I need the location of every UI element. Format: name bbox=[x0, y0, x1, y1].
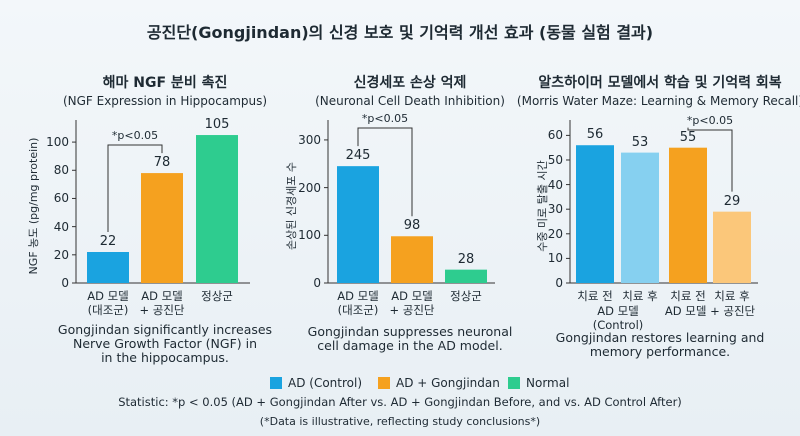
legend-swatch bbox=[378, 377, 390, 389]
y-axis-label: NGF 농도 (pg/mg protein) bbox=[27, 137, 40, 274]
page-title: 공진단(Gongjindan)의 신경 보호 및 기억력 개선 효과 (동물 실… bbox=[146, 23, 654, 42]
legend-swatch bbox=[508, 377, 520, 389]
bar bbox=[391, 236, 433, 283]
legend-label: Normal bbox=[526, 376, 570, 390]
y-tick-label: 0 bbox=[61, 276, 69, 290]
caption: Gongjindan restores learning and memory … bbox=[555, 330, 765, 359]
chart-subtitle: (Morris Water Maze: Learning & Memory Re… bbox=[516, 94, 800, 108]
y-tick-label: 20 bbox=[547, 226, 563, 241]
significance-bracket bbox=[107, 144, 163, 232]
chart-title: 해마 NGF 분비 촉진 bbox=[102, 75, 228, 91]
x-tick-label: 치료 전 bbox=[670, 289, 706, 303]
caption: Gongjindan suppresses neuronal cell dama… bbox=[307, 324, 513, 353]
y-tick-label: 0 bbox=[313, 276, 321, 290]
value-label: 245 bbox=[345, 148, 371, 164]
x-tick-label: 치료 전 bbox=[577, 289, 613, 303]
bar bbox=[669, 147, 707, 283]
y-tick-label: 60 bbox=[53, 191, 69, 206]
y-tick-label: 50 bbox=[547, 152, 563, 167]
y-axis-label: 손상된 신경세포 수 bbox=[285, 161, 298, 250]
bar bbox=[141, 173, 183, 283]
x-tick-label: AD 모델 + 공진단 bbox=[139, 289, 185, 317]
y-tick-label: 40 bbox=[53, 219, 69, 234]
y-tick-label: 100 bbox=[298, 228, 321, 243]
y-tick-label: 200 bbox=[298, 180, 321, 195]
y-tick-label: 0 bbox=[555, 276, 563, 290]
y-tick-label: 60 bbox=[547, 128, 563, 143]
caption: Gongjindan significantly increases Nerve… bbox=[57, 322, 273, 365]
x-tick-label: AD 모델 (대조군) bbox=[337, 289, 379, 317]
value-label: 55 bbox=[679, 129, 697, 145]
chart-title: 신경세포 손상 억제 bbox=[353, 75, 467, 91]
x-tick-label: AD 모델 (대조군) bbox=[87, 289, 129, 317]
value-label: 29 bbox=[723, 193, 741, 209]
y-tick-label: 20 bbox=[53, 247, 69, 262]
significance-bracket bbox=[357, 127, 413, 217]
y-tick-label: 10 bbox=[547, 251, 563, 266]
bar bbox=[445, 269, 487, 283]
y-tick-label: 30 bbox=[547, 202, 563, 217]
value-label: 105 bbox=[204, 117, 230, 133]
y-tick-label: 80 bbox=[53, 163, 69, 178]
y-tick-label: 40 bbox=[547, 177, 563, 192]
x-tick-label: 정상군 bbox=[201, 289, 233, 303]
bar bbox=[576, 145, 614, 283]
annotation: *p<0.05 bbox=[361, 112, 409, 125]
statistic-note: Statistic: *p < 0.05 (AD + Gongjindan Af… bbox=[118, 395, 682, 409]
bar bbox=[621, 152, 659, 283]
chart-subtitle: (Neuronal Cell Death Inhibition) bbox=[315, 94, 505, 108]
bar bbox=[87, 252, 129, 283]
value-label: 98 bbox=[403, 218, 421, 234]
bar bbox=[337, 166, 379, 283]
legend-label: AD + Gongjindan bbox=[396, 376, 500, 390]
annotation: *p<0.05 bbox=[111, 129, 159, 142]
bar bbox=[196, 135, 238, 283]
x-tick-label: 정상군 bbox=[450, 289, 482, 303]
x-tick-label: 치료 후 bbox=[714, 289, 750, 303]
annotation: *p<0.05 bbox=[686, 114, 734, 127]
chart-subtitle: (NGF Expression in Hippocampus) bbox=[62, 94, 268, 108]
value-label: 22 bbox=[99, 234, 117, 249]
value-label: 56 bbox=[586, 127, 604, 143]
value-label: 78 bbox=[153, 155, 171, 171]
x-tick-label: 치료 후 bbox=[622, 289, 658, 303]
legend-label: AD (Control) bbox=[288, 376, 363, 390]
value-label: 28 bbox=[457, 251, 475, 267]
x-tick-label: AD 모델 + 공진단 bbox=[389, 289, 435, 317]
legend-swatch bbox=[270, 377, 282, 389]
chart-title: 알츠하이머 모델에서 학습 및 기억력 회복 bbox=[538, 75, 782, 91]
group-label: AD 모델 + 공진단 bbox=[664, 304, 756, 318]
y-tick-label: 300 bbox=[298, 132, 321, 147]
group-label: AD 모델 (Control) bbox=[592, 304, 644, 332]
value-label: 53 bbox=[631, 134, 649, 150]
bar bbox=[713, 211, 751, 283]
footnote: (*Data is illustrative, reflecting study… bbox=[259, 415, 541, 428]
significance-bracket bbox=[687, 127, 733, 192]
y-tick-label: 100 bbox=[46, 135, 69, 150]
